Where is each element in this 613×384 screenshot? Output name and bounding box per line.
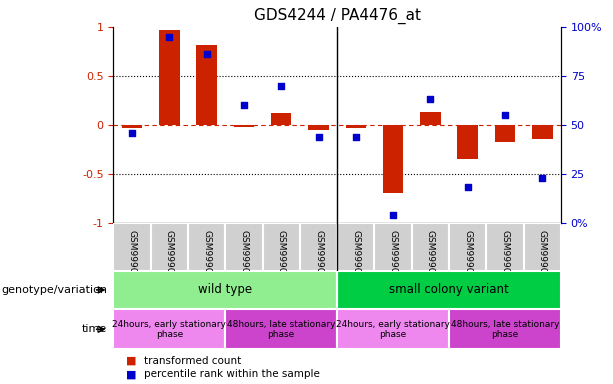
Bar: [271, 113, 291, 125]
Bar: [113, 271, 337, 309]
Bar: [457, 125, 478, 159]
Bar: [151, 223, 188, 271]
Text: 24hours, early stationary
phase: 24hours, early stationary phase: [112, 319, 226, 339]
Text: ■: ■: [126, 356, 136, 366]
Text: genotype/variation: genotype/variation: [1, 285, 107, 295]
Bar: [300, 223, 337, 271]
Point: [351, 134, 360, 140]
Bar: [159, 30, 180, 125]
Text: GSM999079: GSM999079: [500, 230, 509, 285]
Bar: [234, 125, 254, 127]
Bar: [375, 223, 412, 271]
Text: GSM999071: GSM999071: [202, 230, 211, 285]
Bar: [337, 271, 561, 309]
Text: ■: ■: [126, 369, 136, 379]
Bar: [412, 223, 449, 271]
Bar: [449, 223, 486, 271]
Text: small colony variant: small colony variant: [389, 283, 509, 296]
Bar: [122, 125, 142, 128]
Bar: [188, 223, 226, 271]
Point: [276, 83, 286, 89]
Title: GDS4244 / PA4476_at: GDS4244 / PA4476_at: [254, 8, 421, 24]
Text: GSM999075: GSM999075: [351, 230, 360, 285]
Bar: [113, 223, 151, 271]
Bar: [383, 125, 403, 194]
Bar: [449, 309, 561, 349]
Text: GSM999076: GSM999076: [389, 230, 398, 285]
Point: [538, 175, 547, 181]
Text: transformed count: transformed count: [144, 356, 242, 366]
Point: [314, 134, 324, 140]
Text: GSM999074: GSM999074: [314, 230, 323, 285]
Point: [425, 96, 435, 103]
Bar: [196, 45, 217, 125]
Text: 48hours, late stationary
phase: 48hours, late stationary phase: [451, 319, 559, 339]
Point: [127, 129, 137, 136]
Text: time: time: [82, 324, 107, 334]
Text: GSM999078: GSM999078: [463, 230, 472, 285]
Text: GSM999072: GSM999072: [240, 230, 248, 285]
Bar: [262, 223, 300, 271]
Text: wild type: wild type: [198, 283, 253, 296]
Bar: [532, 125, 552, 139]
Bar: [495, 125, 515, 142]
Point: [463, 184, 473, 190]
Text: GSM999077: GSM999077: [426, 230, 435, 285]
Bar: [524, 223, 561, 271]
Point: [239, 102, 249, 108]
Text: GSM999070: GSM999070: [165, 230, 174, 285]
Text: GSM999073: GSM999073: [276, 230, 286, 285]
Text: percentile rank within the sample: percentile rank within the sample: [144, 369, 320, 379]
Point: [202, 51, 211, 57]
Bar: [226, 223, 262, 271]
Bar: [346, 125, 366, 128]
Bar: [337, 309, 449, 349]
Bar: [337, 223, 375, 271]
Point: [500, 112, 510, 118]
Bar: [226, 309, 337, 349]
Text: 48hours, late stationary
phase: 48hours, late stationary phase: [227, 319, 335, 339]
Text: GSM999080: GSM999080: [538, 230, 547, 285]
Bar: [113, 309, 226, 349]
Bar: [308, 125, 329, 130]
Text: GSM999069: GSM999069: [128, 230, 137, 285]
Bar: [420, 112, 441, 125]
Point: [164, 34, 174, 40]
Bar: [486, 223, 524, 271]
Point: [388, 212, 398, 218]
Text: 24hours, early stationary
phase: 24hours, early stationary phase: [336, 319, 450, 339]
